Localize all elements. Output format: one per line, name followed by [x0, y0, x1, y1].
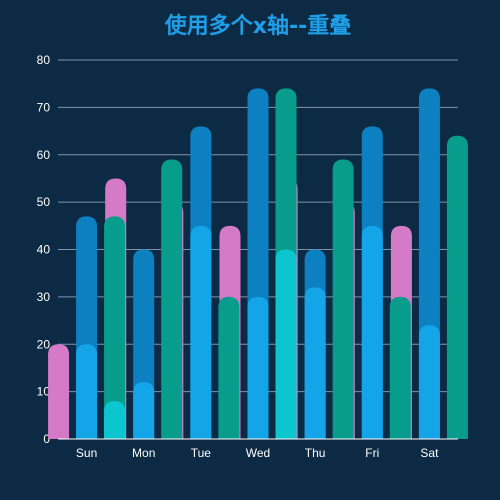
x-tick-label-mon: Mon [132, 446, 155, 460]
bar-series-3-fri [361, 225, 383, 439]
y-tick-label: 70 [37, 100, 51, 114]
bar-series-4-sun [104, 216, 126, 439]
x-tick-label-sun: Sun [76, 446, 97, 460]
y-tick-label: 20 [37, 337, 51, 351]
bar-series-1-sun [48, 344, 70, 439]
bar-series-4-fri [389, 296, 411, 439]
y-tick-label: 60 [37, 148, 51, 162]
bar-series-5-wed [275, 249, 297, 439]
y-tick-label: 0 [43, 432, 50, 446]
bar-series-5-sun [104, 401, 126, 439]
y-tick-label: 50 [37, 195, 51, 209]
x-tick-label-tue: Tue [191, 446, 212, 460]
bar-series-4-mon [161, 159, 183, 440]
bar-series-3-tue [190, 225, 212, 439]
x-axis-ticks: Sun Mon Tue Wed Thu Fri Sat [76, 446, 439, 460]
chart-title: 使用多个x轴--重叠 [164, 13, 351, 39]
bar-series-3-wed [247, 296, 269, 439]
bar-series-4-tue [218, 296, 240, 439]
y-axis-ticks: 0 10 20 30 40 50 60 70 80 [37, 53, 51, 446]
x-tick-label-fri: Fri [365, 446, 379, 460]
x-tick-label-thu: Thu [305, 446, 326, 460]
y-tick-label: 80 [37, 53, 51, 67]
x-tick-label-sat: Sat [420, 446, 439, 460]
y-tick-label: 40 [37, 243, 51, 257]
y-tick-label: 30 [37, 290, 51, 304]
bar-series-3-sun [76, 344, 98, 439]
bar-series-3-thu [304, 287, 326, 439]
bar-series-4-sat [446, 135, 468, 440]
bar-series-3-sat [418, 325, 440, 439]
bars [48, 88, 468, 440]
x-tick-label-wed: Wed [246, 446, 270, 460]
bar-series-3-mon [133, 382, 155, 439]
bar-series-4-thu [332, 159, 354, 440]
y-tick-label: 10 [37, 385, 51, 399]
